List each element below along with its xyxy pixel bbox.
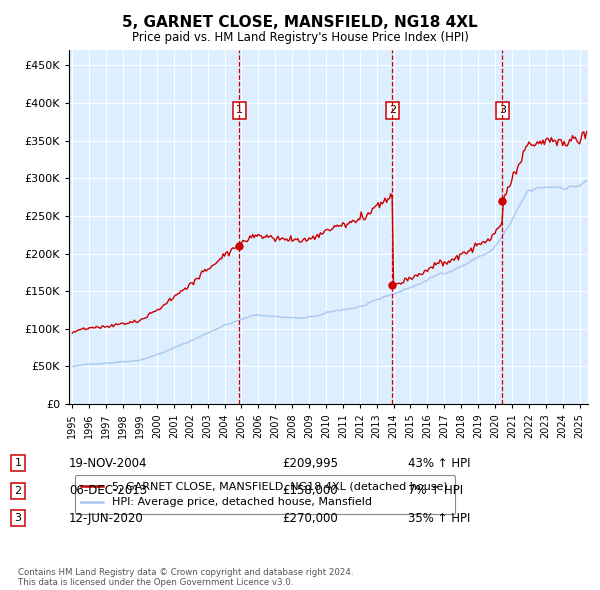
Text: 2: 2 (389, 106, 396, 116)
Text: 43% ↑ HPI: 43% ↑ HPI (408, 457, 470, 470)
Text: 35% ↑ HPI: 35% ↑ HPI (408, 512, 470, 525)
Text: 3: 3 (499, 106, 506, 116)
Text: 1: 1 (236, 106, 243, 116)
Text: Contains HM Land Registry data © Crown copyright and database right 2024.
This d: Contains HM Land Registry data © Crown c… (18, 568, 353, 587)
Text: £158,000: £158,000 (282, 484, 338, 497)
Text: Price paid vs. HM Land Registry's House Price Index (HPI): Price paid vs. HM Land Registry's House … (131, 31, 469, 44)
Text: £209,995: £209,995 (282, 457, 338, 470)
Text: 06-DEC-2013: 06-DEC-2013 (69, 484, 147, 497)
Text: 7% ↑ HPI: 7% ↑ HPI (408, 484, 463, 497)
Text: 2: 2 (14, 486, 22, 496)
Legend: 5, GARNET CLOSE, MANSFIELD, NG18 4XL (detached house), HPI: Average price, detac: 5, GARNET CLOSE, MANSFIELD, NG18 4XL (de… (74, 475, 455, 514)
Text: 5, GARNET CLOSE, MANSFIELD, NG18 4XL: 5, GARNET CLOSE, MANSFIELD, NG18 4XL (122, 15, 478, 30)
Text: £270,000: £270,000 (282, 512, 338, 525)
Text: 12-JUN-2020: 12-JUN-2020 (69, 512, 144, 525)
Text: 1: 1 (14, 458, 22, 468)
Text: 3: 3 (14, 513, 22, 523)
Text: 19-NOV-2004: 19-NOV-2004 (69, 457, 148, 470)
